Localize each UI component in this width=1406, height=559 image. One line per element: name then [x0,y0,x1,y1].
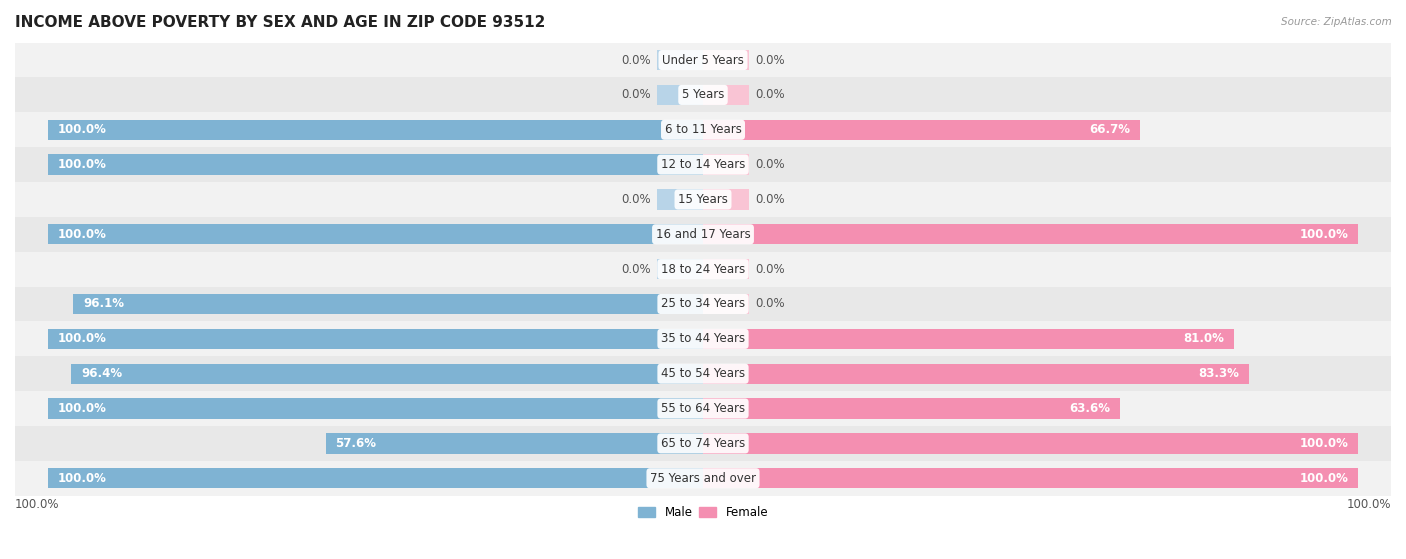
Bar [657,259,703,280]
Text: 57.6%: 57.6% [336,437,377,450]
Bar [15,287,1391,321]
Text: Source: ZipAtlas.com: Source: ZipAtlas.com [1281,17,1392,27]
Bar [703,50,749,70]
Text: 100.0%: 100.0% [58,228,107,241]
Bar [15,461,1391,496]
Bar [48,399,703,419]
Bar [703,190,749,210]
Text: 6 to 11 Years: 6 to 11 Years [665,123,741,136]
Text: 66.7%: 66.7% [1090,123,1130,136]
Text: 55 to 64 Years: 55 to 64 Years [661,402,745,415]
Text: 100.0%: 100.0% [1299,228,1348,241]
Bar [703,294,749,314]
Text: 100.0%: 100.0% [1299,472,1348,485]
Bar [73,294,703,314]
Bar [15,426,1391,461]
Text: 25 to 34 Years: 25 to 34 Years [661,297,745,310]
Bar [15,147,1391,182]
Text: INCOME ABOVE POVERTY BY SEX AND AGE IN ZIP CODE 93512: INCOME ABOVE POVERTY BY SEX AND AGE IN Z… [15,15,546,30]
Text: 100.0%: 100.0% [58,472,107,485]
Bar [657,85,703,105]
Text: 63.6%: 63.6% [1069,402,1109,415]
Bar [48,224,703,244]
Text: 0.0%: 0.0% [755,88,785,101]
Text: 96.1%: 96.1% [83,297,124,310]
Text: 0.0%: 0.0% [621,54,651,67]
Bar [703,363,1249,384]
Bar [15,391,1391,426]
Text: 35 to 44 Years: 35 to 44 Years [661,333,745,345]
Text: 15 Years: 15 Years [678,193,728,206]
Text: 100.0%: 100.0% [1299,437,1348,450]
Text: 65 to 74 Years: 65 to 74 Years [661,437,745,450]
Text: 16 and 17 Years: 16 and 17 Years [655,228,751,241]
Text: 0.0%: 0.0% [621,88,651,101]
Text: 100.0%: 100.0% [58,333,107,345]
Text: 12 to 14 Years: 12 to 14 Years [661,158,745,171]
Bar [657,50,703,70]
Text: 0.0%: 0.0% [755,193,785,206]
Bar [703,329,1233,349]
Bar [703,468,1358,489]
Text: 0.0%: 0.0% [621,263,651,276]
Text: 0.0%: 0.0% [755,158,785,171]
Bar [657,190,703,210]
Text: 100.0%: 100.0% [1347,498,1391,511]
Bar [48,468,703,489]
Text: 81.0%: 81.0% [1182,333,1223,345]
Bar [15,321,1391,356]
Bar [703,259,749,280]
Bar [15,42,1391,78]
Bar [15,356,1391,391]
Text: 75 Years and over: 75 Years and over [650,472,756,485]
Text: 100.0%: 100.0% [58,158,107,171]
Text: 96.4%: 96.4% [82,367,122,380]
Bar [326,433,703,453]
Bar [15,78,1391,112]
Bar [48,120,703,140]
Text: 100.0%: 100.0% [58,123,107,136]
Bar [15,252,1391,287]
Legend: Male, Female: Male, Female [633,501,773,523]
Text: 0.0%: 0.0% [755,297,785,310]
Text: 100.0%: 100.0% [58,402,107,415]
Bar [15,182,1391,217]
Bar [72,363,703,384]
Text: 100.0%: 100.0% [15,498,59,511]
Text: 0.0%: 0.0% [755,54,785,67]
Text: 83.3%: 83.3% [1198,367,1239,380]
Bar [703,154,749,175]
Text: 45 to 54 Years: 45 to 54 Years [661,367,745,380]
Text: 0.0%: 0.0% [621,193,651,206]
Bar [703,120,1140,140]
Text: 5 Years: 5 Years [682,88,724,101]
Bar [48,154,703,175]
Bar [703,85,749,105]
Text: Under 5 Years: Under 5 Years [662,54,744,67]
Bar [703,433,1358,453]
Bar [15,217,1391,252]
Bar [703,399,1119,419]
Bar [15,112,1391,147]
Bar [703,224,1358,244]
Bar [48,329,703,349]
Text: 0.0%: 0.0% [755,263,785,276]
Text: 18 to 24 Years: 18 to 24 Years [661,263,745,276]
